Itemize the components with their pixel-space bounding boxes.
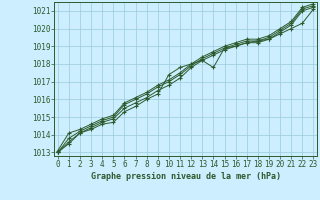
X-axis label: Graphe pression niveau de la mer (hPa): Graphe pression niveau de la mer (hPa) bbox=[91, 172, 281, 181]
